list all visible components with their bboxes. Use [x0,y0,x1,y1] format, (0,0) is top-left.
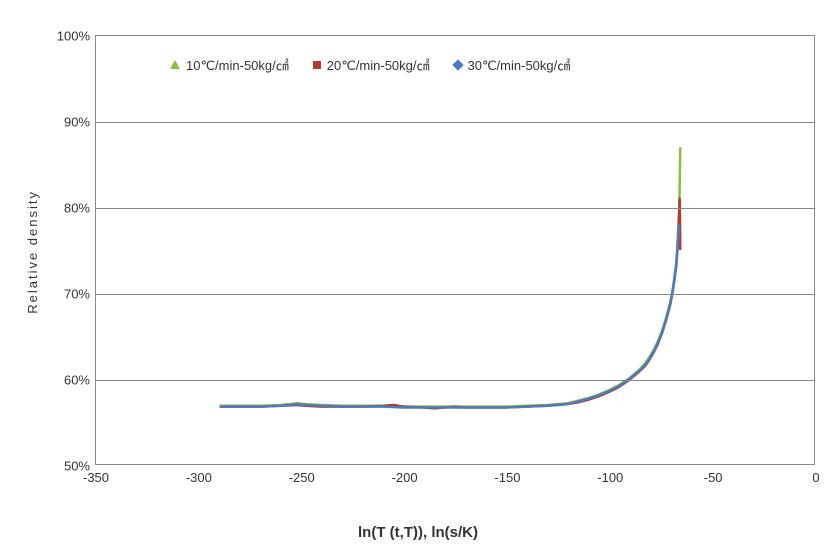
legend-marker [313,61,321,69]
series-line [220,147,681,406]
legend-label: 30℃/min-50kg/㎠ [468,55,571,74]
x-tick-label: -250 [289,470,315,485]
legend-item: 10℃/min-50kg/㎠ [170,55,289,74]
y-tick-label: 70% [64,287,90,302]
grid-line-h [96,122,814,123]
data-layer [96,36,814,464]
x-tick-label: -350 [83,470,109,485]
legend-label: 20℃/min-50kg/㎠ [327,55,430,74]
legend-item: 30℃/min-50kg/㎠ [454,55,571,74]
grid-line-h [96,380,814,381]
x-tick-label: -300 [186,470,212,485]
legend-label: 10℃/min-50kg/㎠ [186,55,289,74]
x-tick-label: -200 [392,470,418,485]
legend-item: 20℃/min-50kg/㎠ [313,55,430,74]
grid-line-h [96,294,814,295]
x-tick-label: 0 [812,470,819,485]
y-tick-label: 90% [64,115,90,130]
legend-marker [170,60,180,69]
grid-line-h [96,208,814,209]
chart-container: 50%60%70%80%90%100%-350-300-250-200-150-… [0,0,836,553]
legend-marker [452,59,463,70]
x-tick-label: -150 [494,470,520,485]
y-tick-label: 60% [64,373,90,388]
legend: 10℃/min-50kg/㎠ 20℃/min-50kg/㎠ 30℃/min-50kg… [170,55,570,74]
plot-area: 50%60%70%80%90%100%-350-300-250-200-150-… [95,35,815,465]
x-tick-label: -50 [704,470,723,485]
x-tick-label: -100 [597,470,623,485]
y-tick-label: 80% [64,201,90,216]
y-tick-label: 100% [57,29,90,44]
y-axis-title: Relative density [25,190,40,314]
series-line [220,199,681,409]
x-axis-title: ln(T (t,T)), ln(s/K) [358,524,478,541]
